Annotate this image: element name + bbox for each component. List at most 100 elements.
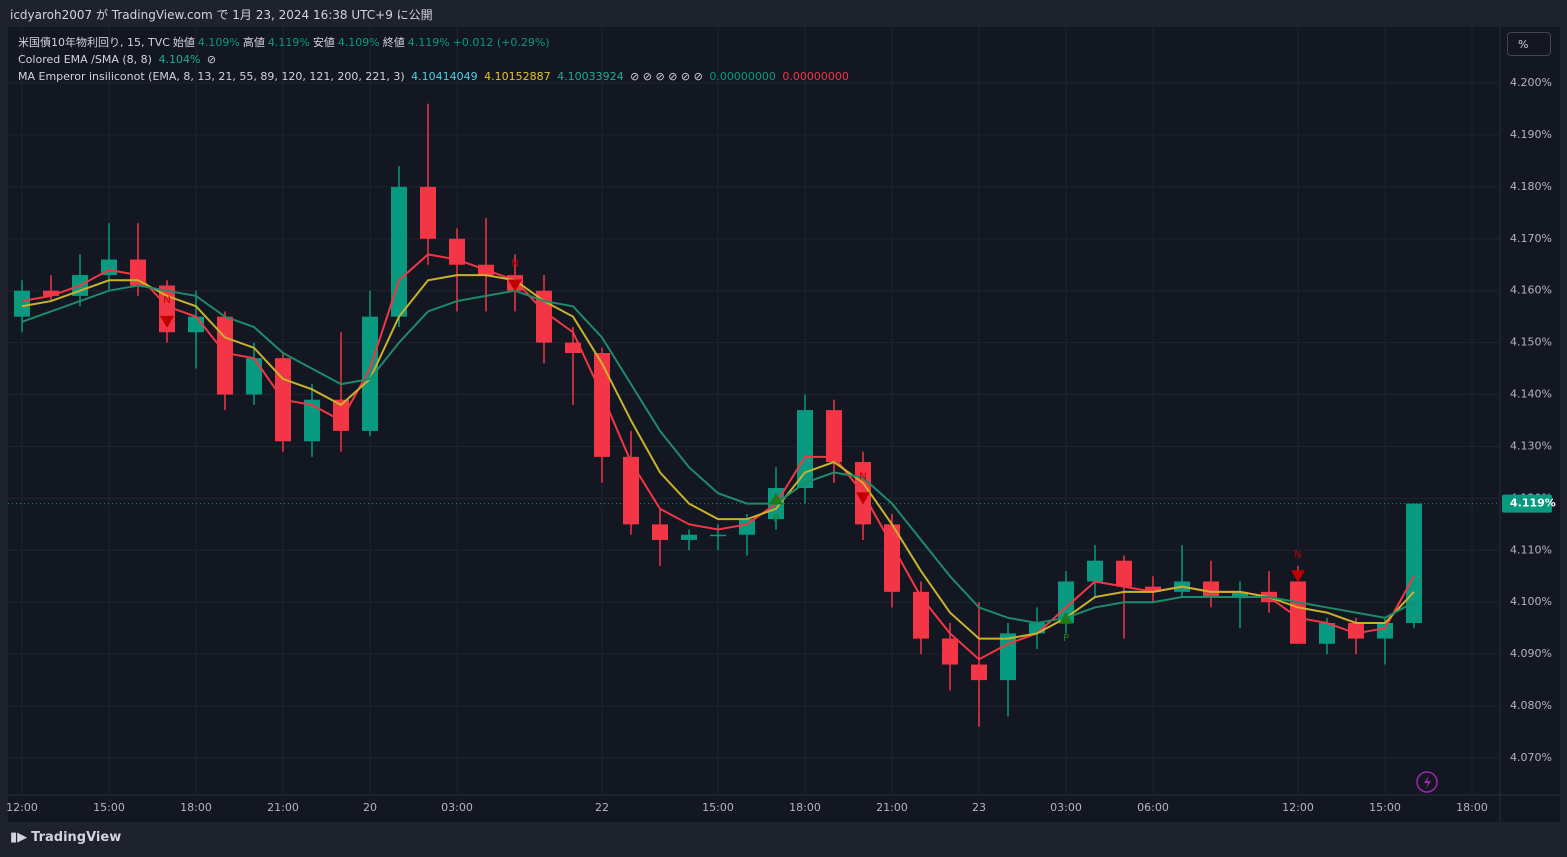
value: 4.10152887 <box>484 70 551 83</box>
indicator: Colored EMA /SMA (8, 8) <box>18 53 152 66</box>
value: 4.10033924 <box>557 70 624 83</box>
value: 4.104% <box>158 53 201 66</box>
value: 4.119% <box>407 36 450 49</box>
signal-label: P <box>773 513 779 524</box>
x-tick-label: 15:00 <box>1369 801 1401 814</box>
candle-body <box>913 591 929 639</box>
label: 安値 <box>312 36 335 49</box>
symbol: 米国債10年物利回り, 15, TVC <box>18 36 170 49</box>
x-tick-label: 18:00 <box>180 801 212 814</box>
x-tick-label: 03:00 <box>1050 801 1082 814</box>
icon[interactable]: ⊘ <box>206 53 217 66</box>
alert-icon[interactable] <box>1416 771 1438 793</box>
candle-body <box>391 186 407 317</box>
candle-body <box>1058 581 1074 623</box>
x-tick-label: 15:00 <box>93 801 125 814</box>
candle-body <box>362 316 378 431</box>
y-tick-label: 4.150% <box>1510 336 1552 349</box>
price-badge-label: 4.119% <box>1510 497 1556 510</box>
icons: ⊘ ⊘ ⊘ ⊘ ⊘ ⊘ <box>630 70 703 83</box>
alert-icon <box>1424 775 1431 789</box>
y-tick-label: 4.170% <box>1510 232 1552 245</box>
signal-label: N <box>163 295 170 306</box>
y-tick-label: 4.080% <box>1510 699 1552 712</box>
value: 0.00000000 <box>782 70 849 83</box>
x-tick-label: 03:00 <box>441 801 473 814</box>
x-tick-label: 21:00 <box>267 801 299 814</box>
candle-body <box>43 290 59 296</box>
candle-body <box>1203 581 1219 598</box>
y-tick-label: 4.070% <box>1510 751 1552 764</box>
x-tick-label: 18:00 <box>1456 801 1488 814</box>
y-tick-label: 4.160% <box>1510 284 1552 297</box>
value: 4.10414049 <box>411 70 478 83</box>
label: 始値 <box>172 36 195 49</box>
logo-mark: ▮▶ <box>10 830 28 845</box>
chart-bg <box>8 27 1560 822</box>
candle-body <box>594 353 610 457</box>
candle-body <box>1087 560 1103 582</box>
candle-body <box>333 399 349 431</box>
signal-label: N <box>511 259 518 270</box>
y-tick-label: 4.090% <box>1510 647 1552 660</box>
value: 4.119% <box>267 36 310 49</box>
label: 終値 <box>382 36 405 49</box>
x-tick-label: 23 <box>972 801 986 814</box>
value: 0.00000000 <box>709 70 776 83</box>
signal-marker <box>1059 611 1073 624</box>
value: 4.109% <box>197 36 240 49</box>
x-tick-label: 06:00 <box>1137 801 1169 814</box>
value: 4.109% <box>337 36 380 49</box>
x-tick-label: 15:00 <box>702 801 734 814</box>
candle-body <box>1116 560 1132 587</box>
candle-body <box>565 342 581 353</box>
candle-body <box>942 638 958 665</box>
candle-body <box>652 524 668 540</box>
ma-line <box>21 274 1415 640</box>
y-tick-label: 4.100% <box>1510 595 1552 608</box>
candle-body <box>739 519 755 535</box>
scale-button[interactable]: % <box>1507 32 1551 56</box>
y-tick-label: 4.110% <box>1510 543 1552 556</box>
signal-label: N <box>1294 549 1301 560</box>
brand: TradingView <box>31 830 122 845</box>
candle-body <box>681 534 697 540</box>
signal-marker <box>856 492 870 505</box>
x-tick-label: 12:00 <box>1282 801 1314 814</box>
candle-body <box>217 316 233 395</box>
signal-marker <box>1291 570 1305 583</box>
candle-body <box>304 399 320 442</box>
candle-body <box>1377 623 1393 639</box>
indicator: MA Emperor insiliconot (EMA, 8, 13, 21, … <box>18 70 405 83</box>
x-tick-label: 22 <box>595 801 609 814</box>
candle-body <box>1319 623 1335 644</box>
candle-body <box>623 456 639 525</box>
candle-body <box>1232 591 1248 598</box>
candle-body <box>1000 633 1016 681</box>
x-tick-label: 21:00 <box>876 801 908 814</box>
y-tick-label: 4.190% <box>1510 128 1552 141</box>
candle-body <box>797 410 813 488</box>
y-tick-label: 4.180% <box>1510 180 1552 193</box>
signal-marker <box>508 279 522 292</box>
candle-body <box>1406 503 1422 623</box>
candle-body <box>1029 623 1045 634</box>
change: +0.012 (+0.29%) <box>452 36 550 49</box>
publish-info: icdyaroh2007 が TradingView.com で 1月 23, … <box>10 8 433 22</box>
x-tick-label: 12:00 <box>6 801 38 814</box>
ma-line <box>21 284 1415 625</box>
footer-logo: ▮▶ TradingView <box>10 830 121 845</box>
candle-body <box>1290 581 1306 644</box>
signal-label: N <box>859 471 866 482</box>
candle-body <box>710 534 726 537</box>
y-tick-label: 4.130% <box>1510 439 1552 452</box>
signal-label: P <box>1063 633 1069 644</box>
candle-body <box>826 410 842 463</box>
signal-marker <box>769 492 783 505</box>
legend: 米国債10年物利回り, 15, TVC 始値 4.109% 高値 4.119% 安値 4.1… <box>18 34 852 85</box>
candle-body <box>1348 623 1364 639</box>
x-tick-label: 20 <box>363 801 377 814</box>
candle-body <box>420 186 436 239</box>
price-badge <box>1502 494 1552 513</box>
